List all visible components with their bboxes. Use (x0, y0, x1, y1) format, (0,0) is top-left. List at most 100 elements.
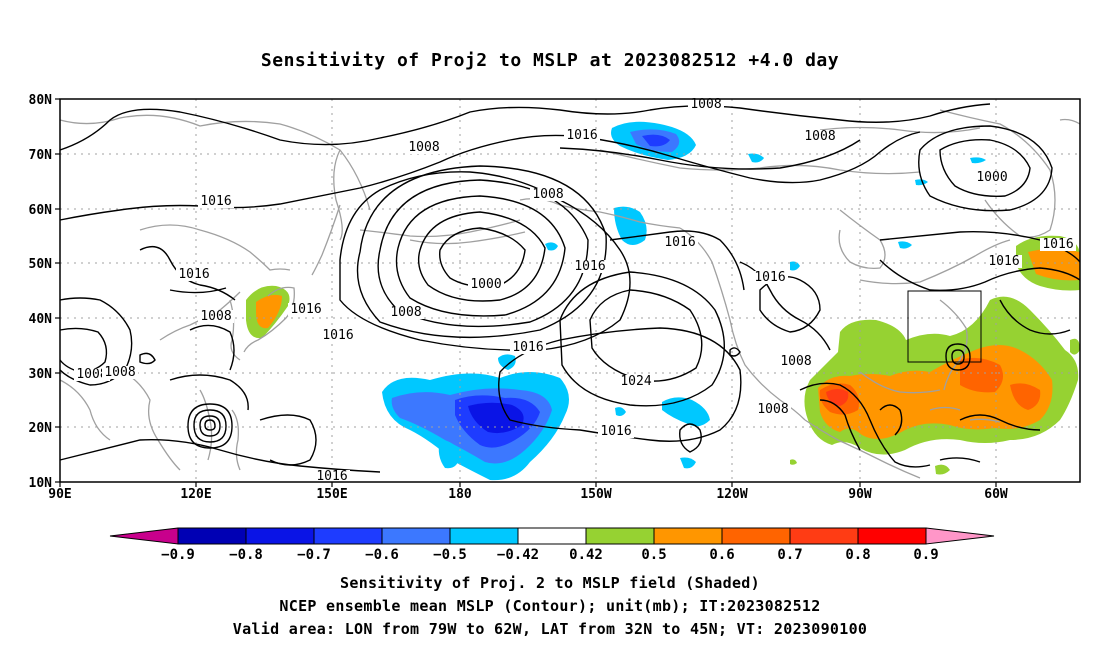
mslp-isobar (59, 439, 381, 473)
isobar-label-bg (198, 310, 234, 323)
mslp-isobar (59, 103, 991, 151)
coastline (409, 231, 526, 245)
isobar-label: 1016 (200, 194, 231, 209)
lat-tick-label: 60N (29, 203, 53, 218)
mslp-isobar (879, 259, 1081, 292)
isobar-label-bg (986, 255, 1022, 268)
mslp-isobar (169, 287, 227, 294)
mslp-isobar (879, 404, 903, 436)
colorbar-segment (313, 527, 383, 545)
mslp-isobar (959, 414, 1041, 431)
coastline (359, 219, 521, 238)
lat-tick-label: 80N (29, 93, 53, 108)
isobar-label: 1016 (600, 424, 631, 439)
sensitivity-region (545, 242, 558, 251)
mslp-isobar (59, 297, 133, 386)
map-title: Sensitivity of Proj2 to MSLP at 20230825… (260, 50, 840, 71)
sensitivity-region (898, 241, 912, 249)
isobar-label-bg (530, 188, 566, 201)
isobar-label: 1016 (988, 254, 1019, 269)
coastline (1059, 118, 1081, 125)
mslp-isobar (189, 324, 235, 371)
mslp-isobar (939, 139, 1031, 197)
coastline (311, 204, 341, 276)
colorbar-segment (517, 527, 587, 545)
mslp-isobar (799, 382, 931, 468)
isobar-label-bg (320, 329, 356, 342)
colorbar-tick-label: 0.6 (709, 547, 734, 563)
sensitivity-region (438, 440, 460, 469)
mslp-isobar (339, 171, 631, 351)
coastline (139, 224, 291, 271)
coastline (59, 379, 111, 441)
isobar-label: 1008 (76, 367, 107, 382)
mslp-isobar (559, 271, 725, 407)
coastline (859, 239, 1011, 285)
isobar-label-bg (778, 355, 814, 368)
isobar-label-bg (388, 306, 424, 319)
isobar-label-bg (618, 375, 654, 388)
isobar-label-bg (288, 303, 324, 316)
mslp-isobar (439, 227, 526, 288)
sensitivity-region (468, 402, 524, 434)
sensitivity-region (970, 157, 986, 164)
caption-line-2: NCEP ensemble mean MSLP (Contour); unit(… (279, 597, 821, 615)
colorbar-segment (857, 527, 927, 545)
isobar-label-bg (752, 271, 788, 284)
caption-line-3: Valid area: LON from 79W to 62W, LAT fro… (232, 620, 868, 638)
colorbar-tick-label: 0.5 (641, 547, 666, 563)
mslp-isobar (759, 276, 821, 333)
colorbar-min-arrow (109, 527, 179, 545)
colorbar-tick-label: 0.7 (777, 547, 802, 563)
isobar-label-bg (598, 425, 634, 438)
sensitivity-region (1028, 249, 1080, 281)
mslp-isobar (819, 399, 861, 451)
mslp-isobar (417, 211, 546, 302)
coastline (679, 227, 806, 421)
colorbar-segment (585, 527, 655, 545)
colorbar-tick-label: −0.5 (433, 547, 467, 563)
lat-tick-label: 70N (29, 148, 53, 163)
isobar-label: 1016 (512, 340, 543, 355)
colorbar-segment (653, 527, 723, 545)
sensitivity-region (256, 294, 282, 329)
mslp-isobar (59, 131, 921, 221)
mslp-isobar (559, 139, 861, 170)
isobar-label: 1000 (976, 170, 1007, 185)
isobar-label-bg (176, 268, 212, 281)
mslp-isobar (187, 403, 233, 449)
sensitivity-region (642, 134, 670, 147)
mslp-isobar (729, 347, 741, 357)
isobar-label-bg (1040, 238, 1076, 251)
isobar-label: 1016 (754, 270, 785, 285)
sensitivity-region (1010, 383, 1041, 410)
isobar-label: 1016 (566, 128, 597, 143)
sensitivity-region (790, 261, 800, 271)
isobar-label-bg (564, 129, 600, 142)
lon-tick-label: 90E (48, 487, 71, 502)
lat-tick-label: 30N (29, 367, 53, 382)
colorbar: −0.9 −0.8 −0.7 −0.6 −0.5 −0.42 0.42 0.5 0.6 0.7 0.… (109, 527, 995, 563)
isobar-label-bg (314, 470, 350, 483)
mslp-isobar (498, 327, 742, 442)
lat-tick-label: 50N (29, 257, 53, 272)
lon-tick-label: 90W (848, 487, 872, 502)
lat-tick-label: 20N (29, 421, 53, 436)
isobar-label-bg (662, 236, 698, 249)
colorbar-segment (245, 527, 315, 545)
coastline (519, 198, 681, 229)
colorbar-segment (721, 527, 791, 545)
colorbar-tick-label: −0.9 (161, 547, 195, 563)
coastline (929, 406, 961, 411)
sensitivity-region (790, 459, 797, 465)
coastline (939, 109, 1056, 238)
lon-tick-label: 120W (716, 487, 747, 502)
coastline (231, 409, 241, 471)
isobar-label: 1008 (200, 309, 231, 324)
colorbar-segment (789, 527, 859, 545)
caption-line-1: Sensitivity of Proj. 2 to MSLP field (Sh… (340, 574, 760, 592)
coastline (838, 209, 886, 270)
coastline (333, 149, 343, 241)
sensitivity-region (680, 457, 696, 469)
